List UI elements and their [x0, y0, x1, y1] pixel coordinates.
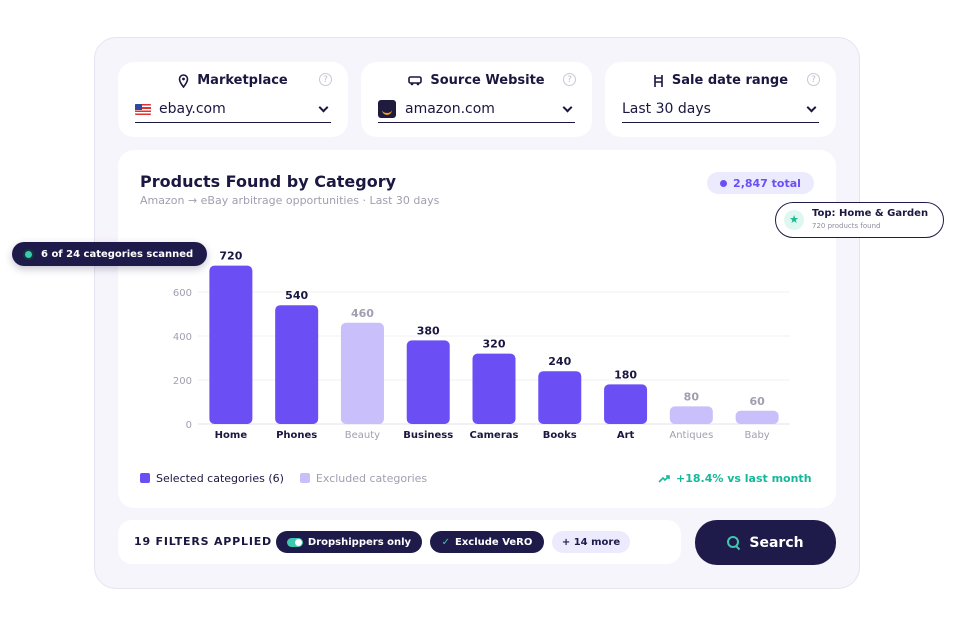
trending-up-icon — [658, 475, 670, 483]
chart-title: Products Found by Category — [140, 172, 397, 191]
bar-value-label: 460 — [351, 307, 374, 320]
sale-date-range-value: Last 30 days — [622, 101, 711, 117]
chip-exclude-vero[interactable]: ✓ Exclude VeRO — [430, 531, 544, 553]
search-button-label: Search — [749, 534, 804, 551]
chevron-down-icon — [806, 102, 817, 112]
chevron-down-icon — [562, 102, 573, 112]
chip-label: Dropshippers only — [307, 536, 412, 548]
search-button[interactable]: Search — [695, 520, 836, 565]
bar-value-label: 60 — [749, 395, 765, 408]
dot-icon — [720, 179, 728, 187]
categories-scanned-text: 6 of 24 categories scanned — [41, 248, 194, 260]
source-website-filter: Source Website ? amazon.com — [361, 62, 592, 137]
legend-selected-label: Selected categories (6) — [156, 472, 284, 485]
x-tick-label: Home — [215, 430, 248, 441]
x-tick-label: Art — [617, 430, 635, 441]
x-tick-label: Cameras — [470, 430, 519, 441]
legend-selected: Selected categories (6) — [140, 472, 284, 485]
sale-date-range-filter: Sale date range ? Last 30 days — [605, 62, 836, 137]
legend-selected-swatch — [140, 473, 150, 483]
x-tick-label: Beauty — [345, 430, 380, 441]
bar-value-label: 320 — [483, 338, 506, 351]
star-icon: ★ — [784, 210, 804, 230]
us-flag-icon — [135, 103, 151, 115]
top-category-detail: 720 products found — [812, 222, 881, 230]
x-tick-label: Business — [403, 430, 453, 441]
bar — [604, 384, 648, 424]
legend-excluded-swatch — [299, 473, 310, 483]
chart-subtitle: Amazon → eBay arbitrage opportunities · … — [140, 194, 440, 207]
trend-indicator: +18.4% vs last month — [658, 472, 812, 485]
marketplace-select[interactable]: ebay.com — [135, 96, 331, 123]
sale-date-range-select[interactable]: Last 30 days — [622, 96, 819, 123]
legend-excluded: Excluded categories — [299, 472, 428, 485]
chip-label: + 14 more — [561, 536, 621, 548]
source-website-select[interactable]: amazon.com — [378, 96, 575, 123]
categories-scanned-badge: 6 of 24 categories scanned — [12, 242, 208, 266]
toggle-icon — [286, 537, 303, 547]
bar-value-label: 540 — [285, 289, 308, 302]
bar — [538, 371, 582, 424]
total-count: 2,847 total — [733, 176, 801, 190]
y-tick-label: 400 — [173, 332, 192, 343]
bar — [275, 305, 319, 424]
truck-icon — [408, 76, 423, 86]
top-category-badge: ★ Top: Home & Garden 720 products found — [775, 202, 944, 238]
top-category-title: Top: Home & Garden — [812, 208, 929, 219]
search-icon — [727, 536, 740, 549]
chip-more-filters[interactable]: + 14 more — [552, 531, 630, 553]
x-tick-label: Books — [543, 430, 577, 441]
bar-value-label: 80 — [684, 390, 700, 403]
bar — [406, 340, 450, 424]
marketplace-filter: Marketplace ? ebay.com — [118, 62, 348, 137]
x-tick-label: Antiques — [669, 430, 713, 441]
bar-value-label: 380 — [417, 324, 440, 337]
total-badge: 2,847 total — [707, 172, 814, 194]
source-website-value: amazon.com — [405, 101, 495, 117]
legend-excluded-label: Excluded categories — [315, 472, 428, 485]
bar-value-label: 180 — [614, 368, 637, 381]
chip-label: Exclude VeRO — [455, 536, 533, 548]
marketplace-label: Marketplace — [197, 73, 288, 88]
source-website-label: Source Website — [430, 73, 545, 88]
x-tick-label: Baby — [744, 430, 769, 441]
amazon-logo-icon — [378, 100, 396, 118]
sale-date-range-label: Sale date range — [671, 73, 789, 88]
location-pin-icon — [178, 73, 189, 88]
help-icon[interactable]: ? — [563, 73, 576, 86]
bar — [735, 410, 779, 424]
chart-legend: Selected categories (6) Excluded categor… — [140, 472, 427, 485]
marketplace-value: ebay.com — [159, 101, 226, 117]
help-icon[interactable]: ? — [807, 73, 820, 86]
y-tick-label: 0 — [186, 420, 192, 431]
filters-applied-count: 19 FILTERS APPLIED — [134, 535, 272, 548]
y-tick-label: 200 — [173, 376, 192, 387]
x-tick-label: Phones — [276, 430, 317, 441]
bar-chart: 0 200 400 600 720 Home 540 Phones 460 Beauty 380 Bu… — [173, 250, 790, 441]
chip-dropshippers-only[interactable]: Dropshippers only — [276, 531, 422, 553]
y-tick-label: 600 — [173, 288, 192, 299]
calendar-icon — [654, 75, 663, 87]
chevron-down-icon — [318, 102, 329, 112]
help-icon[interactable]: ? — [319, 73, 332, 86]
check-icon: ✓ — [441, 536, 451, 548]
bar-value-label: 240 — [548, 355, 571, 368]
bar-value-label: 720 — [219, 250, 242, 263]
trend-text: +18.4% vs last month — [676, 472, 812, 485]
bar — [209, 265, 253, 424]
bar — [340, 322, 384, 424]
live-status-icon — [23, 248, 34, 260]
bar — [472, 353, 516, 424]
bar — [669, 406, 713, 424]
